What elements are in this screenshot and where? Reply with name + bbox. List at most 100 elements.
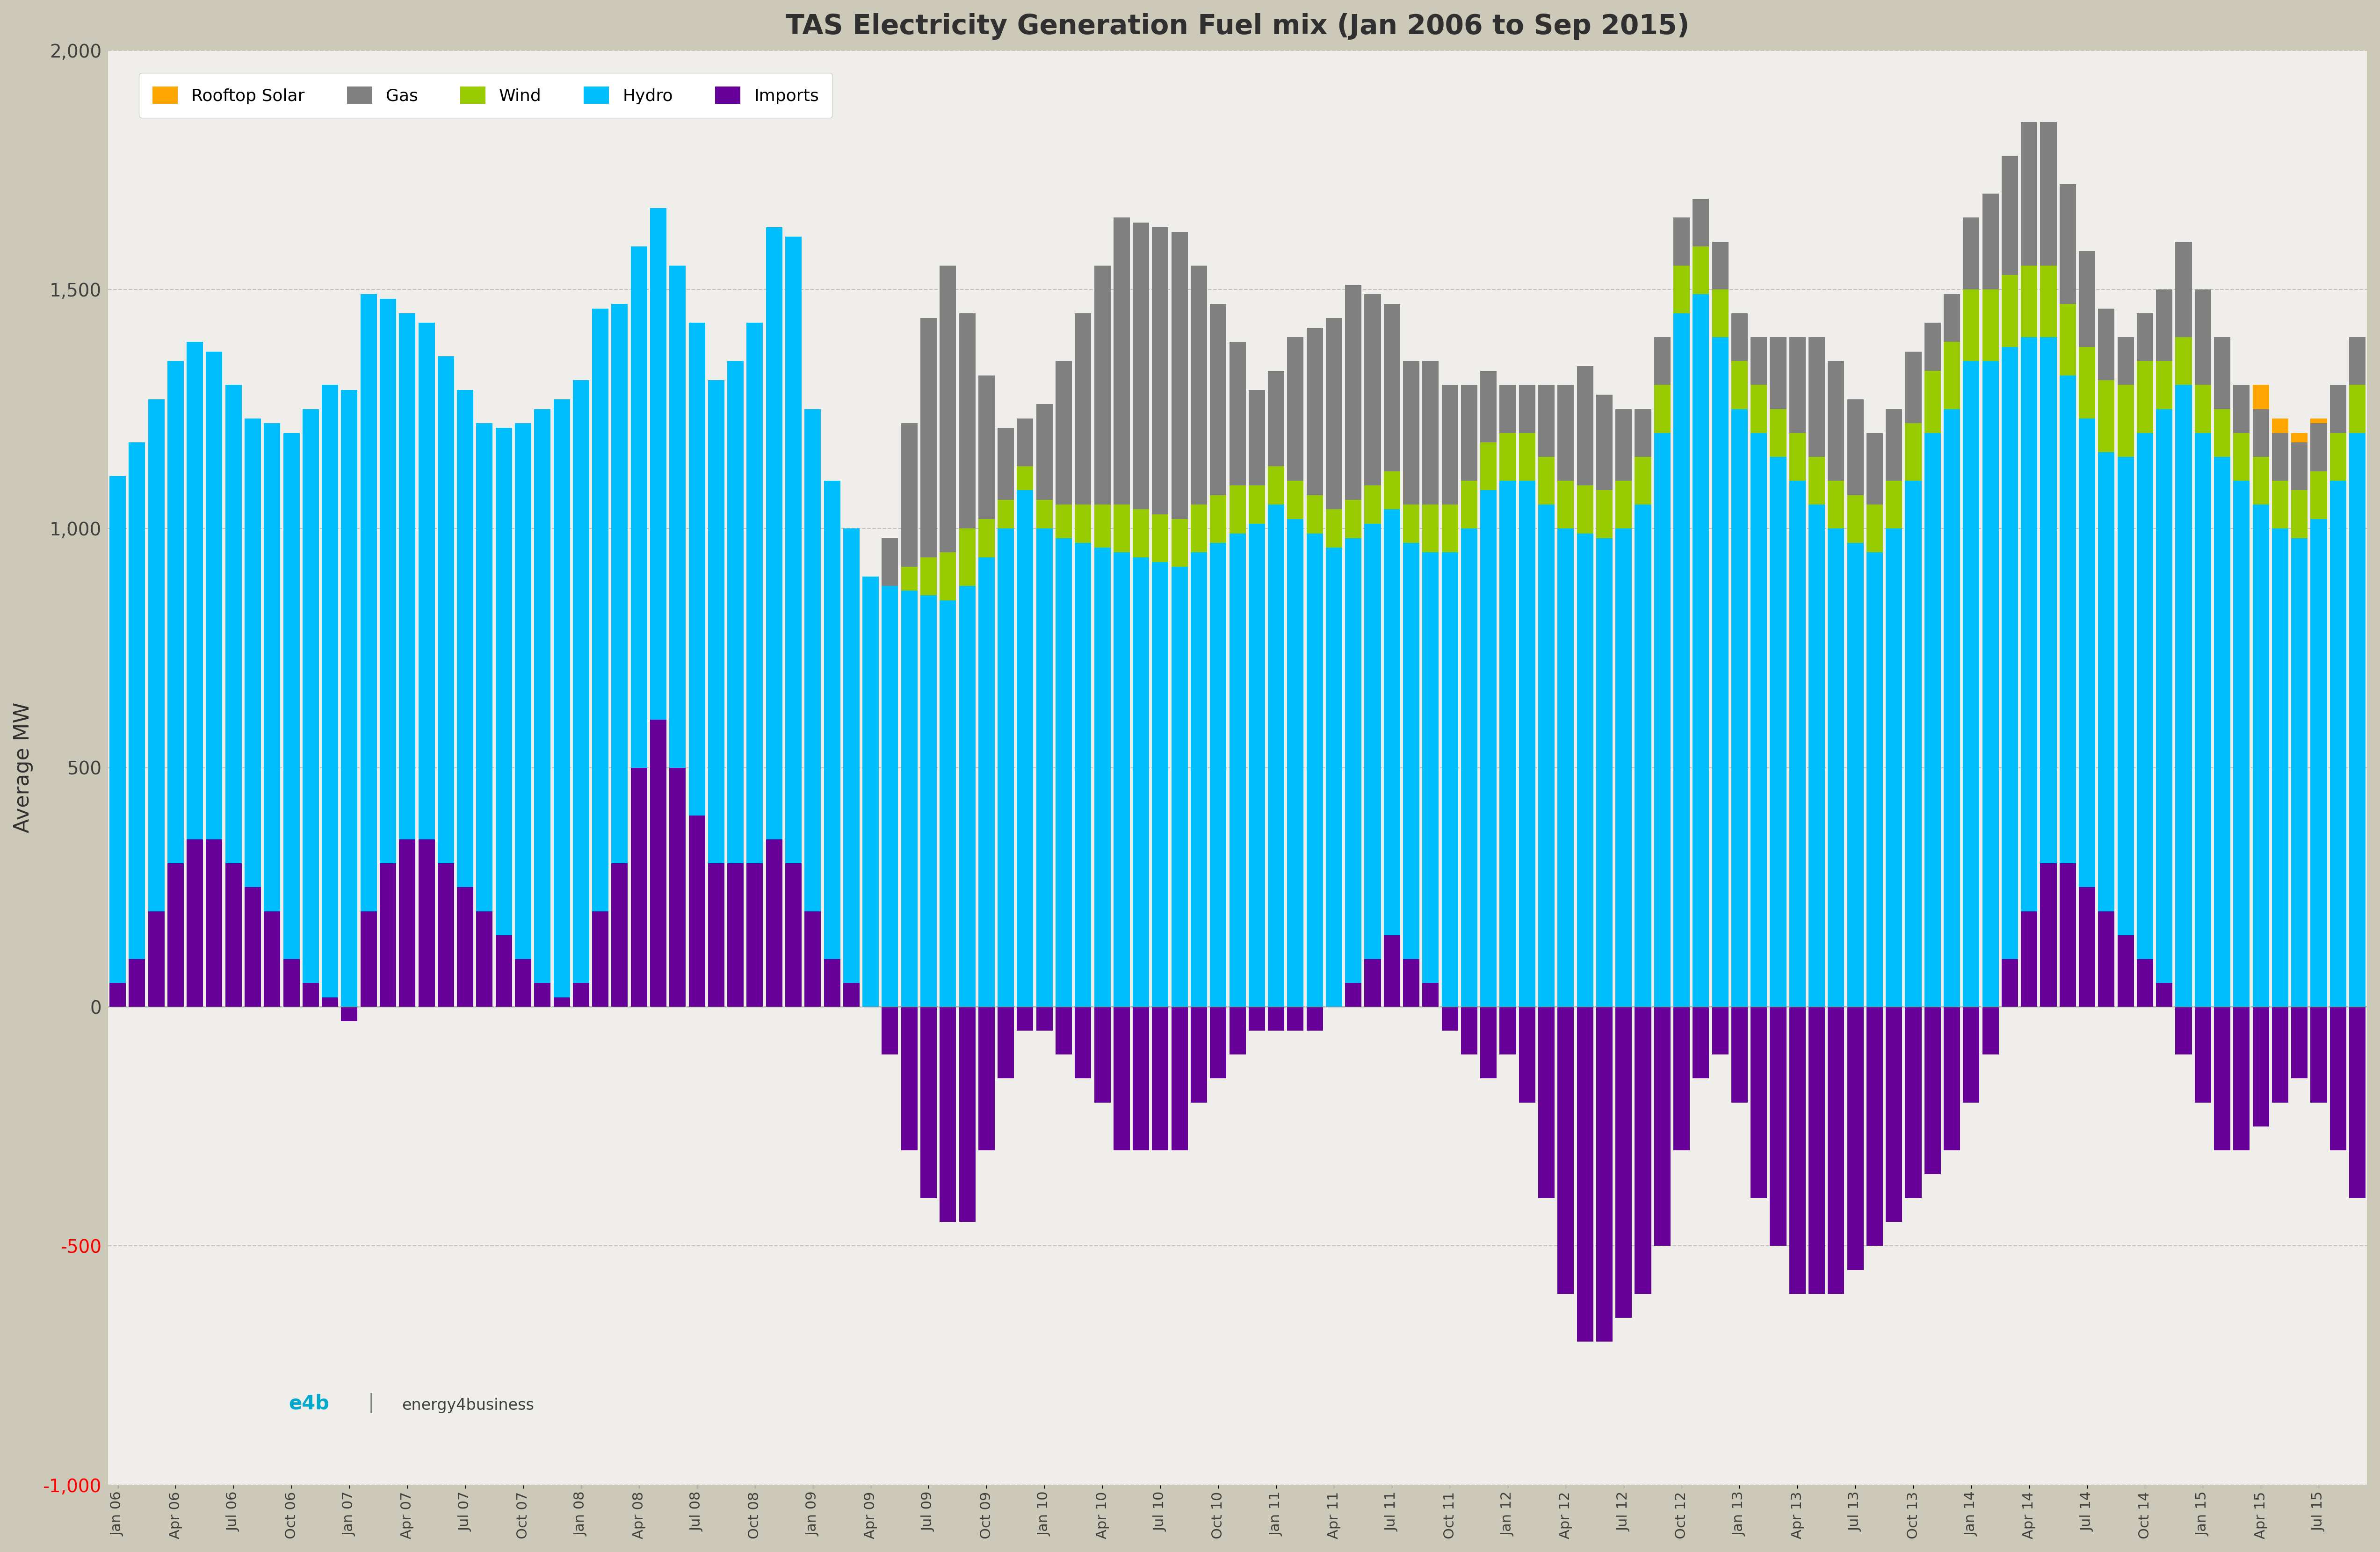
Bar — [940, 601, 957, 1007]
Bar — [438, 863, 455, 1007]
Bar — [1730, 362, 1747, 410]
Bar — [2040, 123, 2056, 265]
Bar — [2002, 959, 2018, 1007]
Bar — [340, 1007, 357, 1021]
Bar — [1269, 371, 1285, 466]
Bar — [747, 863, 764, 1007]
Bar — [1442, 553, 1459, 1007]
Bar — [2311, 472, 2328, 518]
Bar — [2213, 1007, 2230, 1150]
Bar — [1711, 242, 1728, 289]
Bar — [1711, 1007, 1728, 1055]
Bar — [1383, 509, 1399, 934]
Bar — [574, 982, 590, 1007]
Bar — [2292, 490, 2309, 539]
Bar — [1673, 265, 1690, 314]
Bar — [226, 385, 243, 863]
Bar — [1326, 548, 1342, 1007]
Bar — [997, 1007, 1014, 1079]
Bar — [2137, 362, 2154, 433]
Bar — [1230, 486, 1245, 534]
Bar — [2213, 337, 2230, 410]
Bar — [1326, 509, 1342, 548]
Bar — [1964, 1007, 1980, 1102]
Bar — [1345, 284, 1361, 500]
Bar — [2078, 888, 2094, 1007]
Bar — [921, 557, 938, 596]
Bar — [2330, 1007, 2347, 1150]
Bar — [1790, 481, 1806, 1007]
Bar — [2273, 1007, 2287, 1102]
Bar — [1480, 1007, 1497, 1079]
Bar — [1499, 481, 1516, 1007]
Bar — [902, 591, 916, 1007]
Bar — [1114, 1007, 1130, 1150]
Bar — [283, 433, 300, 959]
Bar — [1828, 481, 1844, 529]
Bar — [2292, 539, 2309, 1007]
Bar — [400, 314, 416, 840]
Bar — [1616, 529, 1633, 1007]
Text: |: | — [369, 1394, 374, 1414]
Bar — [1944, 295, 1961, 341]
Bar — [1442, 504, 1459, 553]
Bar — [1885, 410, 1902, 481]
Bar — [2349, 433, 2366, 1007]
Bar — [1190, 504, 1207, 553]
Bar — [1557, 1007, 1573, 1294]
Bar — [2251, 385, 2268, 410]
Bar — [1345, 982, 1361, 1007]
Bar — [2059, 376, 2075, 863]
Bar — [1250, 390, 1266, 486]
Text: e4b: e4b — [288, 1394, 328, 1414]
Bar — [997, 529, 1014, 1007]
Bar — [359, 911, 376, 1007]
Bar — [1133, 222, 1150, 509]
Bar — [2194, 385, 2211, 433]
Bar — [1964, 289, 1980, 362]
Bar — [1692, 199, 1709, 247]
Bar — [2137, 433, 2154, 959]
Bar — [2099, 380, 2113, 452]
Bar — [1016, 490, 1033, 1007]
Bar — [2021, 911, 2037, 1007]
Bar — [707, 380, 724, 863]
Bar — [2213, 410, 2230, 456]
Bar — [766, 227, 783, 840]
Bar — [785, 237, 802, 863]
Bar — [1209, 304, 1226, 495]
Bar — [728, 863, 743, 1007]
Bar — [1771, 1007, 1787, 1246]
Bar — [843, 529, 859, 982]
Bar — [1054, 504, 1071, 539]
Bar — [245, 419, 262, 888]
Bar — [1499, 385, 1516, 433]
Bar — [1578, 486, 1592, 534]
Bar — [1190, 265, 1207, 504]
Bar — [1944, 341, 1961, 410]
Bar — [2040, 863, 2056, 1007]
Bar — [1809, 337, 1825, 456]
Bar — [881, 539, 897, 587]
Bar — [1866, 504, 1883, 553]
Bar — [2349, 337, 2366, 385]
Bar — [1828, 362, 1844, 481]
Bar — [1499, 433, 1516, 481]
Bar — [669, 768, 685, 1007]
Bar — [612, 304, 628, 863]
Bar — [2099, 452, 2113, 911]
Bar — [1866, 553, 1883, 1007]
Bar — [1035, 1007, 1052, 1031]
Bar — [283, 959, 300, 1007]
Bar — [1964, 217, 1980, 289]
Bar — [2273, 529, 2287, 1007]
Bar — [1288, 518, 1304, 1007]
Bar — [1983, 289, 1999, 362]
Bar — [1964, 362, 1980, 1007]
Bar — [2118, 385, 2135, 456]
Bar — [574, 380, 590, 982]
Bar — [1171, 518, 1188, 566]
Bar — [978, 1007, 995, 1150]
Bar — [1635, 456, 1652, 504]
Bar — [186, 840, 202, 1007]
